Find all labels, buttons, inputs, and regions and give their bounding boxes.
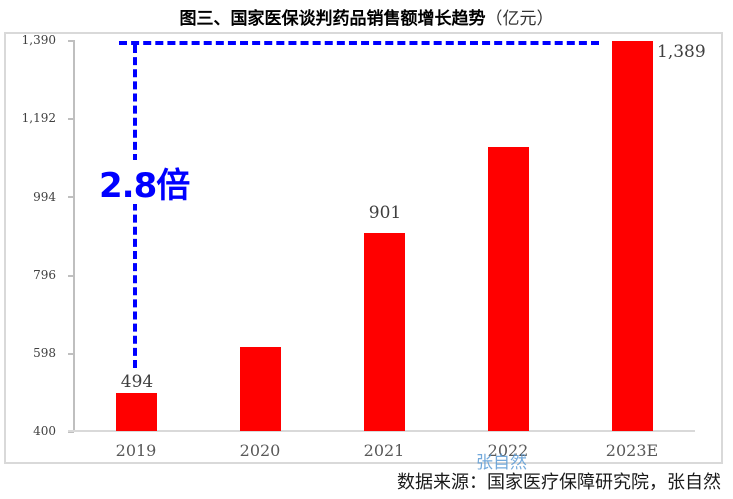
x-tick-label: 2019 [115,441,157,460]
growth-multiplier-label: 2.8倍 [99,166,190,206]
x-tick-label: 2020 [239,441,281,460]
data-label-2019: 494 [120,372,154,392]
data-label-2023e: 1,389 [657,42,706,62]
y-tick-label: 1,390 [21,33,56,47]
bar-2020 [240,347,281,431]
y-tick-mark [68,118,74,120]
data-label-2021: 901 [368,203,402,223]
y-axis [73,40,75,432]
y-tick-label: 994 [33,190,56,204]
y-tick-mark [68,196,74,198]
annotation-dashed-line-horizontal [119,41,599,45]
bar-2022 [488,147,529,431]
x-axis [68,430,695,432]
bar-2019 [116,393,157,431]
y-tick-mark [68,275,74,277]
y-tick-mark [68,431,74,433]
y-tick-label: 796 [33,268,56,282]
y-tick-mark [68,40,74,42]
bar-2021 [364,233,405,431]
source-note: 数据来源：国家医疗保障研究院，张自然 [397,472,721,493]
y-tick-label: 1,192 [21,111,56,125]
chart-title-main: 图三、国家医保谈判药品销售额增长趋势 [179,9,486,29]
y-tick-label: 400 [33,424,56,438]
annotation-dashed-line-vertical [133,45,137,368]
x-tick-label: 2022 [487,441,529,460]
annotation-gap [118,160,198,204]
chart-title: 图三、国家医保谈判药品销售额增长趋势（亿元） [0,4,733,29]
bar-2023e [612,41,653,431]
watermark: 张自然 [476,453,527,473]
y-tick-mark [68,353,74,355]
chart-frame [4,32,723,464]
x-tick-label: 2021 [363,441,405,460]
chart-title-unit: （亿元） [485,9,554,29]
y-tick-label: 598 [33,346,56,360]
x-tick-label: 2023E [605,441,659,460]
